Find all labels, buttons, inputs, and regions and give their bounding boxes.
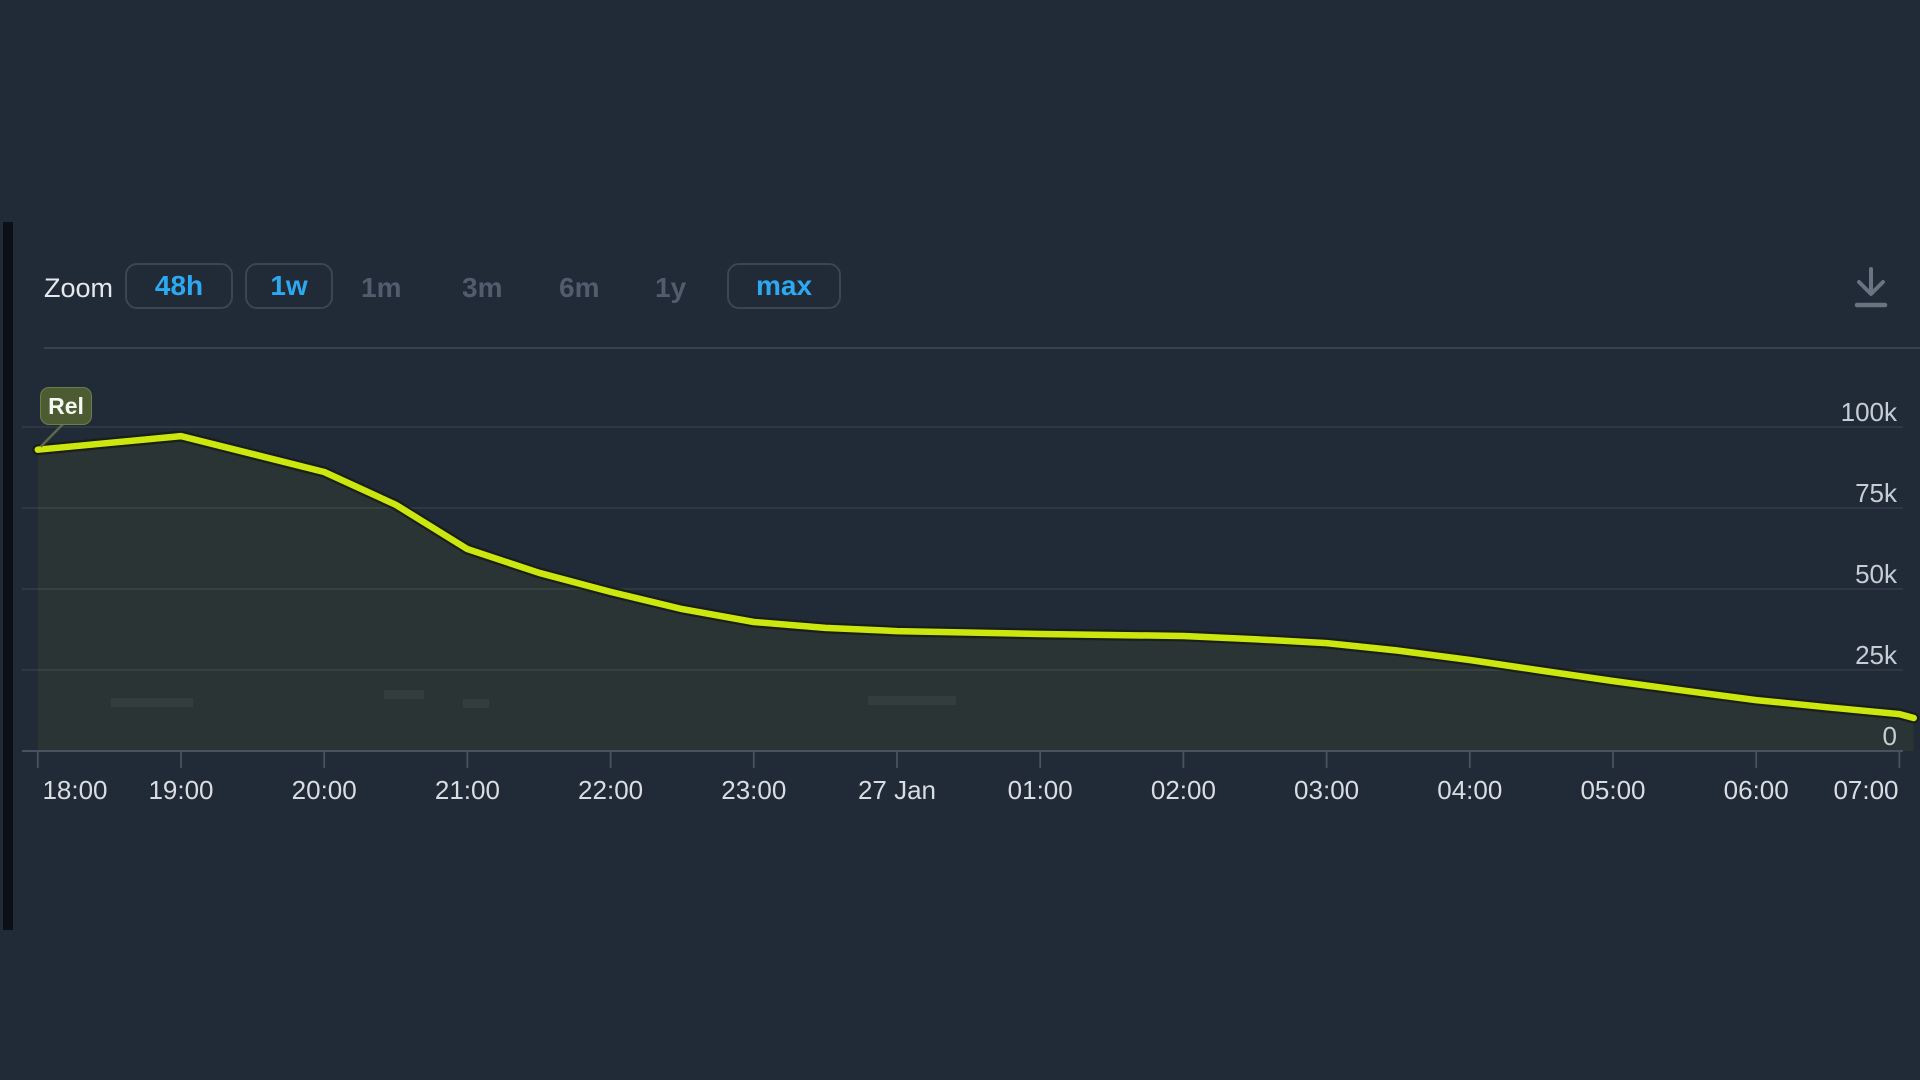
x-axis-label-21:00: 21:00 [435,775,500,805]
x-axis-label-18:00: 18:00 [42,775,107,805]
zoom-button-max[interactable]: max [727,263,841,309]
y-axis-label-100k: 100k [1841,397,1898,427]
x-axis-label-06:00: 06:00 [1724,775,1789,805]
x-axis-label-01:00: 01:00 [1008,775,1073,805]
release-flag-label: Rel [48,392,84,419]
y-axis-label-50k: 50k [1855,559,1898,589]
faint-artifact [111,698,193,707]
x-axis-label-27 Jan: 27 Jan [858,775,936,805]
players-area-fill [37,436,1914,751]
download-button[interactable] [1845,261,1897,315]
x-axis-label-03:00: 03:00 [1294,775,1359,805]
zoom-button-48h[interactable]: 48h [125,263,233,309]
chart-zoom-toolbar: Zoom 48h 1w 1m 3m 6m 1y max [0,263,1920,313]
toolbar-divider [44,347,1920,349]
x-axis-label-19:00: 19:00 [148,775,213,805]
x-axis-label-22:00: 22:00 [578,775,643,805]
y-axis-label-75k: 75k [1855,478,1898,508]
x-axis-label-23:00: 23:00 [721,775,786,805]
zoom-button-3m: 3m [462,272,503,303]
zoom-button-1y: 1y [655,272,687,303]
zoom-range-label: Zoom [44,273,114,303]
faint-artifact [384,690,424,699]
y-axis-label-25k: 25k [1855,640,1898,670]
x-axis-label-04:00: 04:00 [1437,775,1502,805]
download-icon [1854,267,1888,308]
x-axis-label-20:00: 20:00 [292,775,357,805]
players-line [34,432,1917,722]
zoom-button-1m: 1m [361,272,402,303]
x-axis-label-07:00: 07:00 [1833,775,1898,805]
x-axis-label-02:00: 02:00 [1151,775,1216,805]
release-flag[interactable]: Rel [40,387,92,425]
y-axis-label-0: 0 [1883,721,1897,751]
zoom-button-1w[interactable]: 1w [245,263,333,309]
panel-edge [3,222,13,930]
x-axis-label-05:00: 05:00 [1580,775,1645,805]
faint-artifact [463,699,489,708]
zoom-button-6m: 6m [559,272,600,303]
release-flag-tail [39,423,64,448]
faint-artifact [868,696,956,705]
